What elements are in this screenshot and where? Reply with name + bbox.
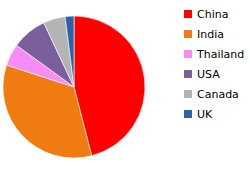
- legend-swatch: [184, 50, 192, 58]
- legend-swatch: [184, 70, 192, 78]
- legend-label: China: [197, 8, 228, 21]
- legend-label: Canada: [197, 88, 239, 101]
- legend-label: India: [197, 28, 224, 41]
- legend-label: Thailand: [196, 48, 244, 61]
- slice: [65, 16, 74, 87]
- chart: China India Thailand USA Canada UK: [0, 0, 250, 175]
- legend-label: USA: [197, 68, 220, 81]
- legend-swatch: [184, 10, 192, 18]
- legend-swatch: [184, 90, 192, 98]
- legend-item: Canada: [184, 88, 239, 101]
- legend-swatch: [184, 110, 192, 118]
- legend-item: India: [184, 28, 224, 41]
- slice: [44, 17, 74, 87]
- legend-item: UK: [184, 108, 213, 121]
- legend-swatch: [184, 30, 192, 38]
- pie: [3, 16, 145, 158]
- legend: China India Thailand USA Canada UK: [184, 8, 244, 121]
- legend-item: Thailand: [184, 48, 244, 61]
- legend-label: UK: [197, 108, 213, 121]
- legend-item: China: [184, 8, 228, 21]
- legend-item: USA: [184, 68, 220, 81]
- slice: [3, 65, 92, 158]
